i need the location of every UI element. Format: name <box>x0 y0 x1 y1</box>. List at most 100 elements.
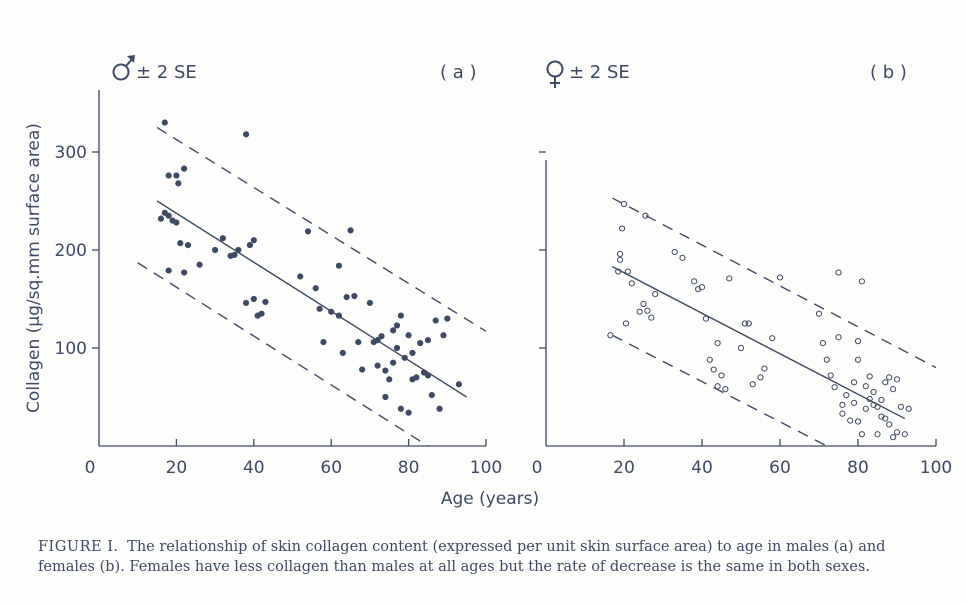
data-point-b-67 <box>886 421 893 428</box>
data-point-b-51 <box>854 418 862 425</box>
legend-b: ± 2 SE <box>569 62 630 83</box>
data-point-a-11 <box>184 242 192 249</box>
data-point-a-21 <box>246 242 254 249</box>
data-point-b-39 <box>827 372 834 379</box>
data-point-a-7 <box>165 212 172 219</box>
data-point-b-63 <box>878 396 885 404</box>
data-point-b-7 <box>622 320 630 327</box>
data-point-b-31 <box>749 381 756 388</box>
data-point-b-28 <box>737 344 745 352</box>
data-point-a-37 <box>343 293 350 301</box>
figure-plot: ± 2 SE ( a ) Collagen (µg/sq.mm surface … <box>24 55 952 509</box>
data-point-b-20 <box>702 315 710 322</box>
chart-panel-a: ± 2 SE ( a ) Collagen (µg/sq.mm surface … <box>24 55 502 478</box>
data-point-a-41 <box>359 366 366 373</box>
data-point-a-5 <box>157 215 165 222</box>
data-point-b-24 <box>714 383 721 390</box>
data-point-b-17 <box>691 278 698 285</box>
data-point-a-2 <box>173 172 180 179</box>
data-point-b-44 <box>839 410 846 417</box>
band-lower-b <box>611 334 828 447</box>
data-point-a-10 <box>177 240 184 247</box>
data-point-a-47 <box>382 367 389 374</box>
data-point-b-66 <box>886 374 893 381</box>
data-point-a-29 <box>304 228 312 235</box>
data-point-b-1 <box>615 268 622 275</box>
x-tick-label-a-20: 20 <box>166 458 188 478</box>
data-point-a-3 <box>175 180 182 187</box>
data-point-b-49 <box>854 338 862 345</box>
data-point-a-23 <box>242 299 250 307</box>
data-point-b-19 <box>698 284 706 291</box>
regression-line-b <box>611 266 906 420</box>
data-point-a-39 <box>351 292 358 300</box>
data-point-b-57 <box>866 395 873 403</box>
data-point-b-52 <box>858 278 866 285</box>
caption-lead: FIGURE I. <box>38 538 119 555</box>
data-point-a-58 <box>405 409 412 416</box>
data-point-a-62 <box>417 340 424 347</box>
data-point-a-12 <box>165 267 172 274</box>
data-point-b-26 <box>722 386 729 393</box>
data-point-a-51 <box>390 327 397 334</box>
data-point-b-36 <box>815 310 823 317</box>
data-point-b-12 <box>644 307 651 314</box>
data-point-b-33 <box>761 365 768 372</box>
figure-caption: FIGURE I. The relationship of skin colla… <box>38 537 938 577</box>
data-point-a-31 <box>316 305 323 312</box>
data-point-a-56 <box>401 354 408 361</box>
data-point-a-57 <box>405 332 412 339</box>
data-point-a-14 <box>196 261 203 268</box>
data-point-b-68 <box>890 386 897 393</box>
data-point-b-23 <box>714 340 721 347</box>
data-point-b-41 <box>835 334 842 341</box>
x-tick-label-a-0: 0 <box>85 458 96 478</box>
caption-text: The relationship of skin collagen conten… <box>38 538 886 575</box>
data-point-a-28 <box>297 273 304 280</box>
data-point-b-38 <box>823 356 830 363</box>
data-point-a-48 <box>382 393 389 401</box>
data-point-b-60 <box>874 403 881 410</box>
regression-line-a <box>156 200 468 398</box>
data-point-b-25 <box>718 372 725 379</box>
legend-a: ± 2 SE <box>136 62 197 83</box>
data-point-a-70 <box>444 315 451 322</box>
x-tick-label-b-60: 60 <box>769 458 791 478</box>
data-point-a-18 <box>231 251 238 258</box>
data-point-b-32 <box>757 374 764 381</box>
data-point-b-0 <box>607 332 614 339</box>
data-point-a-4 <box>181 165 188 172</box>
data-point-b-73 <box>901 431 908 438</box>
data-point-a-1 <box>165 172 172 179</box>
data-point-b-54 <box>862 405 869 412</box>
data-point-b-74 <box>905 405 912 412</box>
data-point-a-44 <box>374 337 381 344</box>
data-point-a-67 <box>432 317 439 324</box>
data-point-b-27 <box>726 275 733 282</box>
y-tick-label-a-200: 200 <box>55 241 87 261</box>
x-tick-label-b-100: 100 <box>920 458 952 478</box>
data-point-a-16 <box>219 235 226 242</box>
data-point-a-33 <box>328 308 335 315</box>
y-axis-label: Collagen (µg/sq.mm surface area) <box>24 123 44 413</box>
x-tick-label-a-80: 80 <box>398 458 420 478</box>
x-axis-label: Age (years) <box>441 489 539 509</box>
x-tick-label-a-40: 40 <box>243 458 265 478</box>
data-point-a-55 <box>397 405 404 412</box>
data-point-b-53 <box>858 431 866 438</box>
data-point-b-22 <box>710 366 717 373</box>
data-point-b-5 <box>620 200 628 208</box>
data-point-a-13 <box>181 269 188 276</box>
data-point-a-50 <box>390 359 397 366</box>
data-point-a-52 <box>393 322 401 329</box>
data-point-b-6 <box>624 268 632 275</box>
data-point-b-43 <box>839 401 846 408</box>
data-point-a-20 <box>242 131 250 138</box>
data-point-b-14 <box>652 291 659 298</box>
chart-panel-b: ± 2 SE ( b ) 0 20 40 60 80 100 <box>532 60 952 478</box>
x-tick-label-b-0: 0 <box>532 458 543 478</box>
data-point-b-8 <box>628 280 635 287</box>
data-point-b-47 <box>851 379 858 386</box>
data-point-a-30 <box>312 285 319 292</box>
